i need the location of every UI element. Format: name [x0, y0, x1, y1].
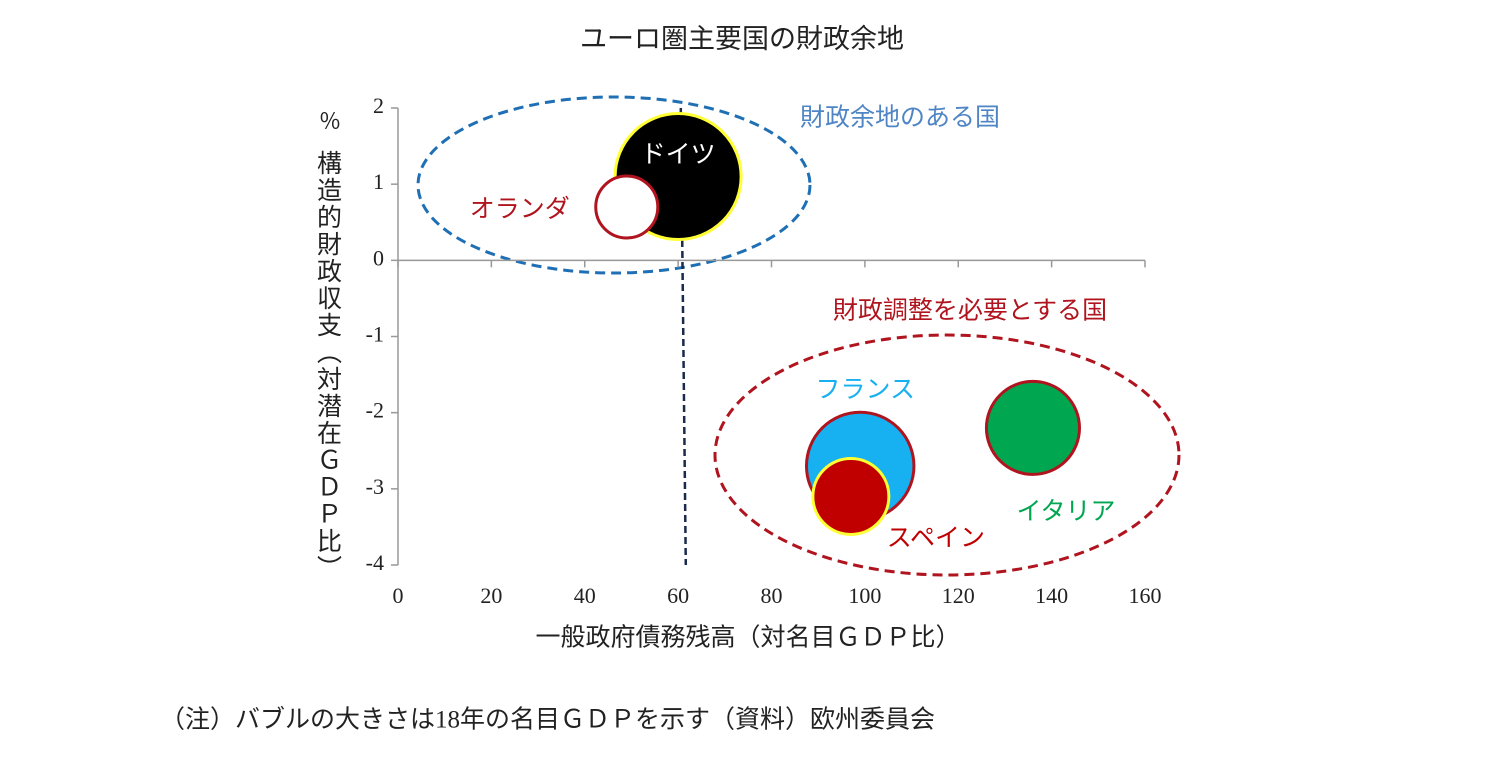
bubble-label: オランダ [470, 195, 570, 223]
y-tick-label: -2 [366, 398, 384, 423]
y-tick-label: 1 [373, 169, 384, 194]
bubble-label: ドイツ [641, 141, 716, 168]
x-tick-label: 60 [667, 583, 689, 608]
y-tick-label: 0 [373, 245, 384, 270]
x-tick-label: 40 [574, 583, 596, 608]
x-tick-label: 80 [761, 583, 783, 608]
x-tick-label: 20 [480, 583, 502, 608]
bubble-label: フランス [815, 377, 915, 404]
y-tick-label: 2 [373, 93, 384, 118]
chart-title: ユーロ圏主要国の財政余地 [580, 24, 904, 54]
note: （注）バブルの大きさは18年の名目ＧＤＰを示す（資料）欧州委員会 [160, 706, 935, 734]
bubble [984, 379, 1081, 476]
bubble-label: イタリア [1016, 499, 1115, 526]
annotation: 財政調整を必要とする国 [833, 297, 1107, 325]
y-tick-label: -1 [366, 322, 384, 347]
x-tick-label: 100 [848, 583, 881, 608]
bubble [594, 174, 660, 240]
x-tick-label: 160 [1129, 583, 1162, 608]
x-tick-label: 0 [393, 583, 404, 608]
group-ellipse [416, 95, 812, 275]
y-axis-label: 構造的財政収支（対潜在ＧＤＰ比） [314, 150, 343, 582]
bubble-label: スペイン [887, 525, 985, 552]
y-unit: ％ [319, 109, 341, 134]
bubble [811, 456, 891, 536]
reference-line [679, 107, 688, 566]
x-axis-label: 一般政府債務残高（対名目ＧＤＰ比） [535, 624, 960, 652]
group-ellipse [713, 333, 1181, 577]
x-tick-label: 120 [942, 583, 975, 608]
annotation: 財政余地のある国 [800, 104, 1000, 132]
y-tick-label: -3 [366, 474, 384, 499]
y-tick-label: -4 [366, 550, 384, 575]
x-tick-label: 140 [1035, 583, 1068, 608]
